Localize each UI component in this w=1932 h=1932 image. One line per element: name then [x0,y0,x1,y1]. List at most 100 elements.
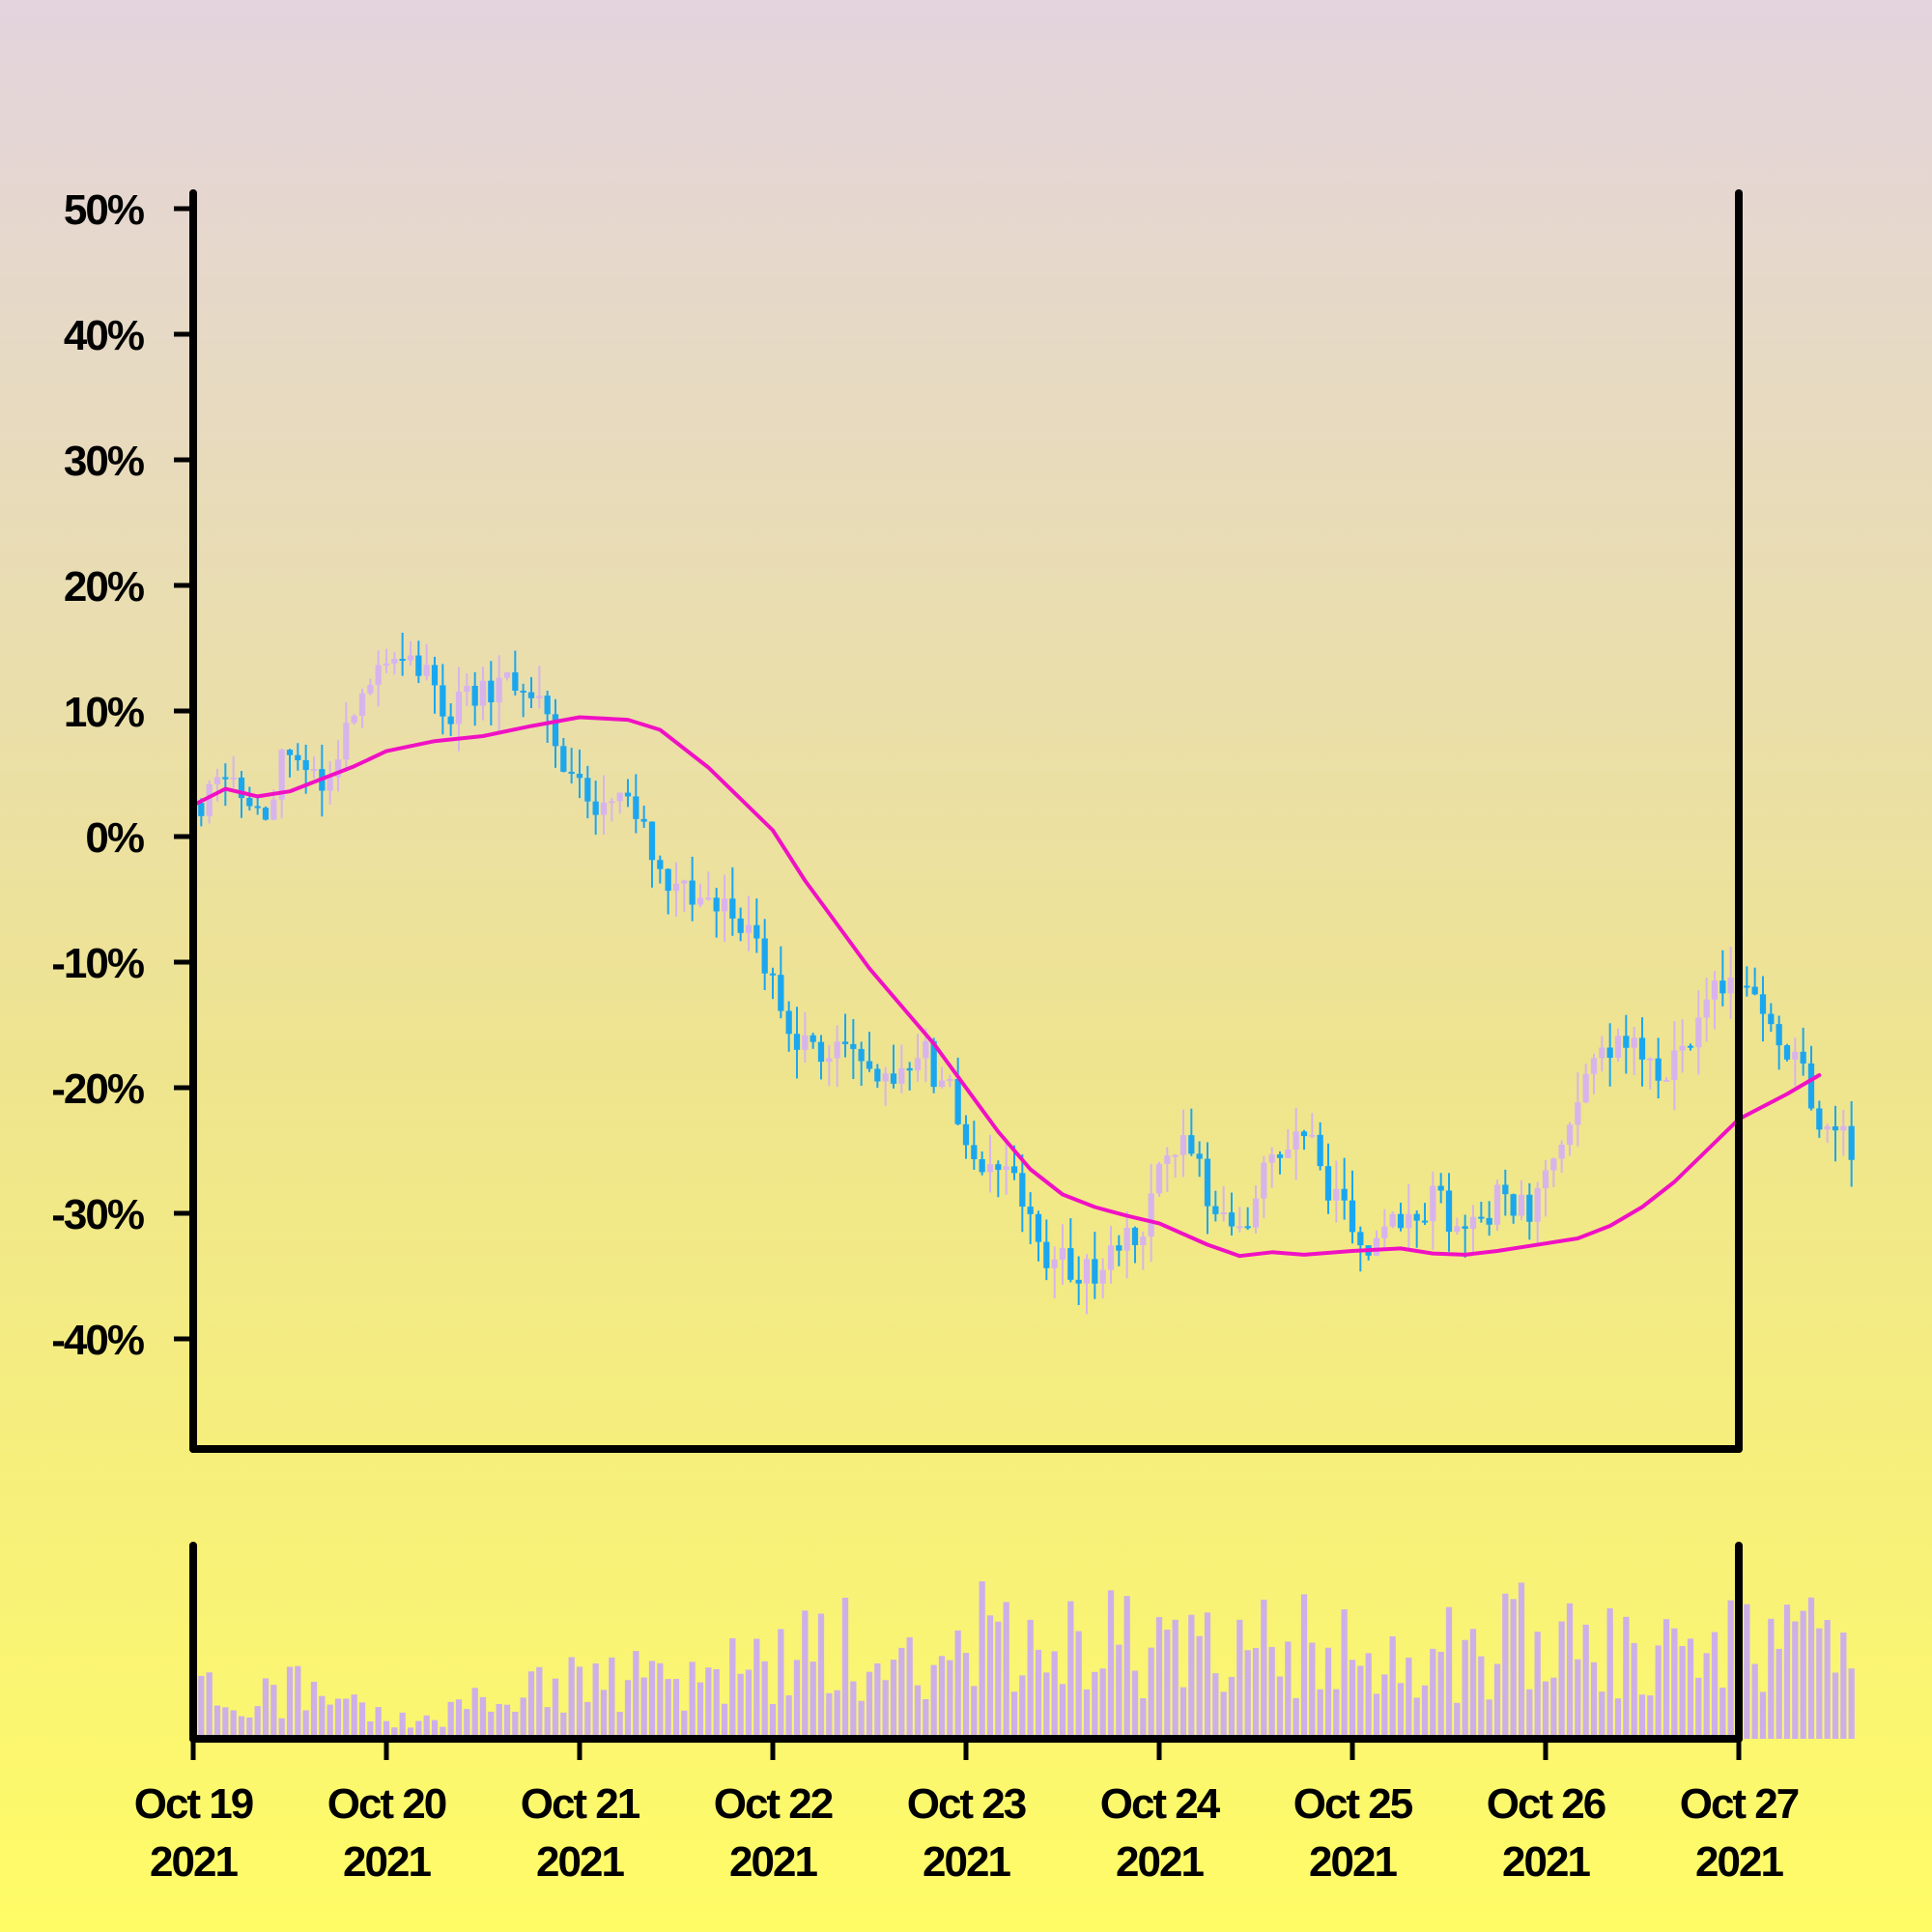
volume-bar [206,1672,213,1739]
volume-bar [1010,1691,1018,1739]
volume-bar [1558,1621,1565,1739]
candle-down [1848,1125,1855,1160]
candle-down [1116,1245,1122,1251]
candle-up [206,783,213,816]
candle-up [609,801,615,804]
volume-bar [1107,1590,1115,1739]
candle-up [213,777,221,784]
volume-bar [1309,1642,1316,1739]
volume-bar [713,1668,720,1739]
candle-down [640,818,647,822]
volume-bar [1638,1694,1646,1739]
volume-bar [1204,1612,1211,1739]
volume-bar [1123,1596,1130,1739]
candle-up [1333,1188,1340,1201]
volume-bar [503,1704,511,1739]
candle-up [1582,1073,1589,1103]
candle-up [327,777,333,791]
volume-bar [1606,1607,1613,1739]
volume-bar [1792,1621,1799,1739]
candle-down [520,690,526,693]
volume-bar [488,1711,495,1739]
candle-up [1389,1213,1396,1227]
volume-bar [1092,1671,1098,1739]
volume-bar [383,1720,390,1739]
volume-bar [1003,1602,1009,1739]
x-tick-label-year: 2021 [923,1838,1010,1886]
candle-up [705,897,712,900]
volume-bar [544,1707,551,1739]
volume-bar [302,1710,309,1739]
candle-down [785,1010,792,1035]
volume-bar [858,1700,865,1739]
candle-down [1341,1188,1348,1201]
y-tick-label: -10% [51,940,144,987]
candle-down [1397,1213,1405,1229]
volume-bar [278,1718,285,1739]
volume-bar [995,1621,1002,1739]
x-tick-label-date: Oct 24 [1100,1780,1221,1828]
volume-bar [391,1727,398,1739]
volume-bar [1800,1610,1806,1739]
candle-down [906,1067,913,1071]
candle-down [576,773,583,779]
volume-bar [1445,1606,1453,1739]
candle-up [672,883,680,892]
candle-up [270,799,277,820]
candle-down [954,1078,961,1124]
x-tick-label-date: Oct 19 [134,1780,253,1828]
candle-down [1719,980,1726,994]
candle-up [367,684,374,694]
candle-down [431,665,439,686]
candle-down [1638,1037,1646,1060]
candle-up [1493,1184,1501,1225]
candle-down [447,716,454,724]
volume-bar [1816,1628,1823,1739]
volume-bar [1534,1632,1541,1739]
candle-up [1309,1134,1316,1137]
volume-bar [1599,1691,1605,1739]
volume-bar [464,1709,470,1739]
candle-up [407,655,414,661]
volume-bar [1179,1687,1187,1739]
volume-bar [319,1695,326,1739]
volume-bar [1469,1629,1477,1739]
candle-up [1268,1154,1275,1163]
volume-bar [810,1662,816,1739]
volume-bar [737,1673,744,1739]
volume-bar [1196,1635,1203,1739]
volume-bar [1341,1609,1348,1739]
y-axis-ticks: 50% 40% 30% 20% 10% 0% -10% -20% -30% -40% [51,186,193,1364]
candle-down [1043,1241,1050,1268]
y-tick-label: -30% [51,1191,144,1238]
volume-bar [979,1581,985,1739]
volume-bar [1437,1651,1444,1739]
volume-bar [1662,1619,1670,1739]
y-tick-label: 10% [64,689,144,736]
volume-bar [753,1638,760,1739]
volume-bar [1285,1641,1292,1739]
x-tick-label-year: 2021 [729,1838,817,1886]
volume-bar [1566,1603,1574,1739]
volume-bar [769,1703,777,1739]
volume-bar [947,1660,953,1739]
candle-up [1534,1188,1541,1222]
candle-up [1840,1125,1847,1131]
candle-up [1727,978,1734,994]
candle-up [1107,1245,1115,1270]
candle-up [1469,1216,1477,1229]
candle-up [1631,1037,1637,1048]
candle-down [971,1145,978,1159]
candle-up [1155,1163,1163,1194]
candle-up [1083,1259,1091,1284]
volume-bar [1140,1697,1147,1739]
candle-up [358,693,366,716]
volume-bar [246,1717,253,1739]
candle-down [1035,1213,1042,1242]
x-tick-label-date: Oct 26 [1487,1780,1605,1828]
volume-bar [1349,1660,1356,1739]
volume-bar [584,1701,591,1739]
volume-bar [1631,1642,1637,1739]
volume-bar [1155,1616,1163,1739]
candle-down [512,672,519,691]
